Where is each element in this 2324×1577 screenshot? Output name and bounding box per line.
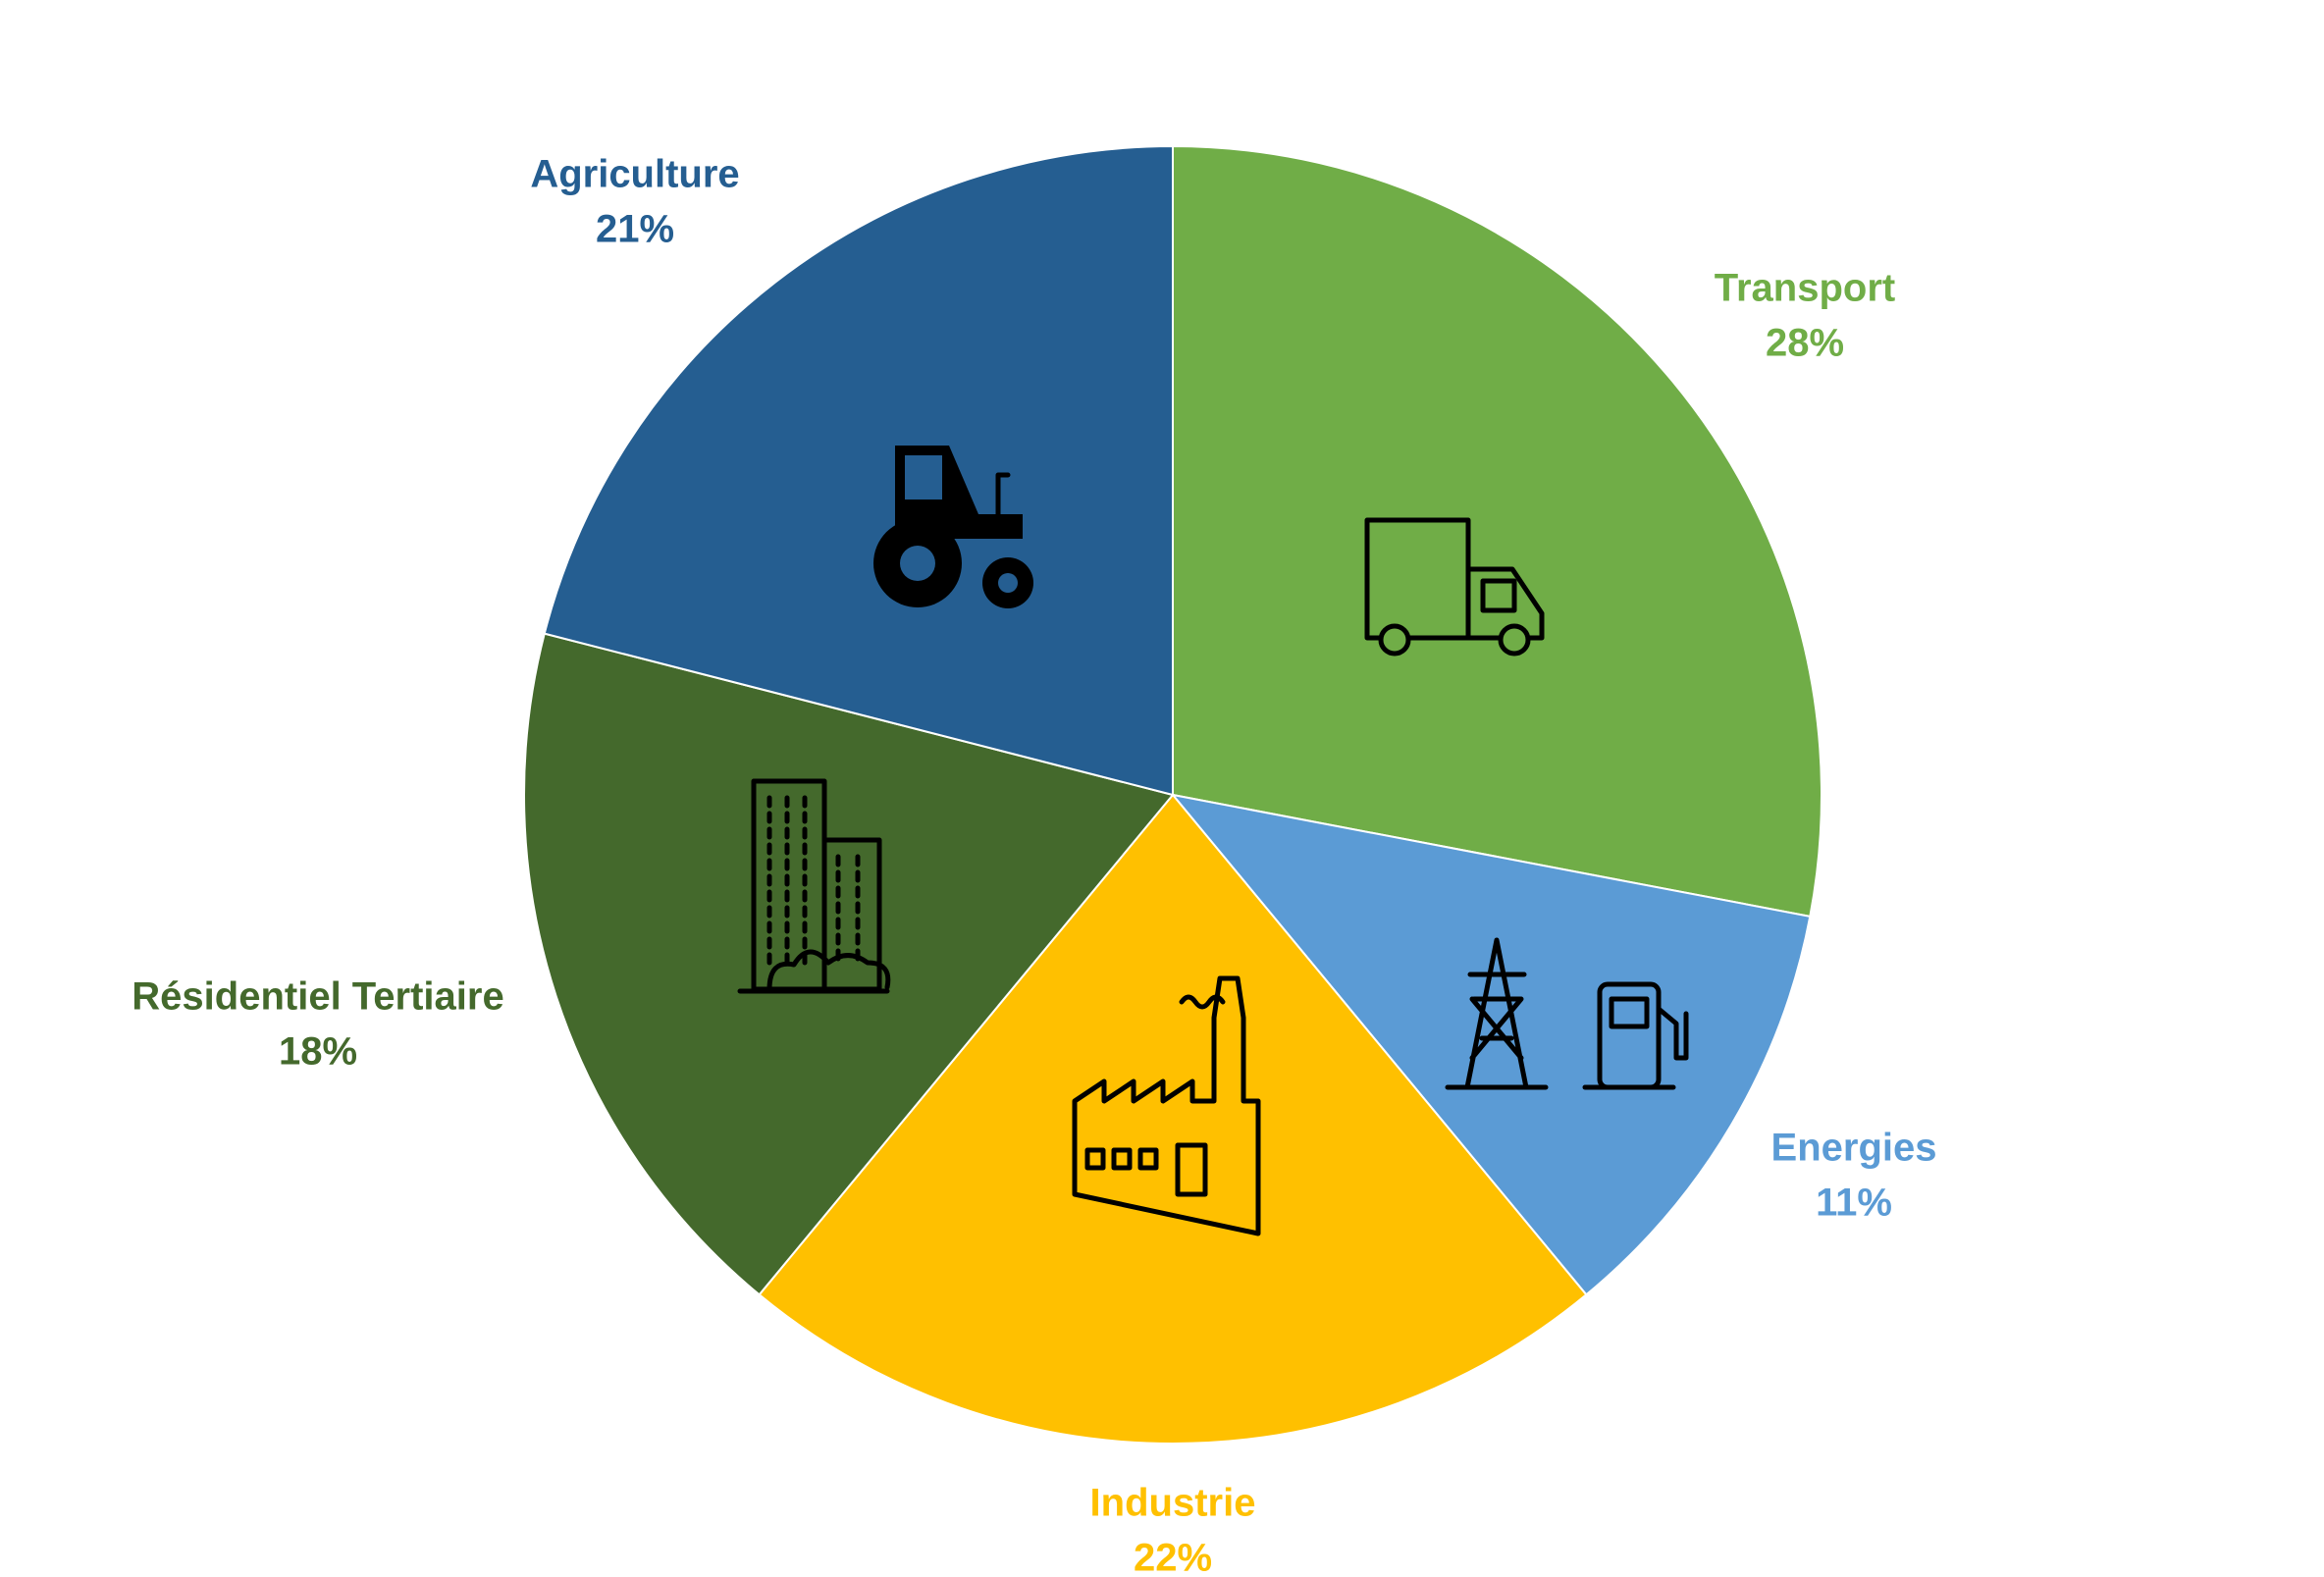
- slice-category-label: Agriculture: [530, 153, 739, 196]
- slice-category-label: Transport: [1715, 267, 1895, 310]
- slice-category-label: Energies: [1771, 1127, 1937, 1170]
- slice-category-label: Résidentiel Tertiaire: [132, 975, 503, 1019]
- pie-slice: [543, 144, 1174, 797]
- pie-slice: [1172, 144, 1822, 919]
- slice-value-label: 18%: [279, 1030, 357, 1074]
- factory-icon: [1072, 975, 1261, 1236]
- pie-slice: [758, 793, 1588, 1445]
- pie-slice: [523, 632, 1175, 1296]
- truck-icon: [1364, 517, 1545, 657]
- slice-value-label: 11%: [1816, 1182, 1892, 1225]
- icons: [737, 446, 1689, 1236]
- pie-slice: [1170, 793, 1812, 1296]
- slice-value-label: 22%: [1134, 1537, 1212, 1577]
- energy-icon: [1445, 937, 1689, 1090]
- slice-value-label: 28%: [1766, 322, 1844, 365]
- buildings-icon: [737, 778, 891, 994]
- slice-value-label: 21%: [596, 208, 674, 251]
- slice-category-label: Industrie: [1090, 1482, 1256, 1525]
- labels: Transport 28% Energies 11% Industrie 22% Résid…: [132, 153, 1936, 1577]
- slices: [523, 144, 1822, 1445]
- tractor-icon: [873, 446, 1033, 608]
